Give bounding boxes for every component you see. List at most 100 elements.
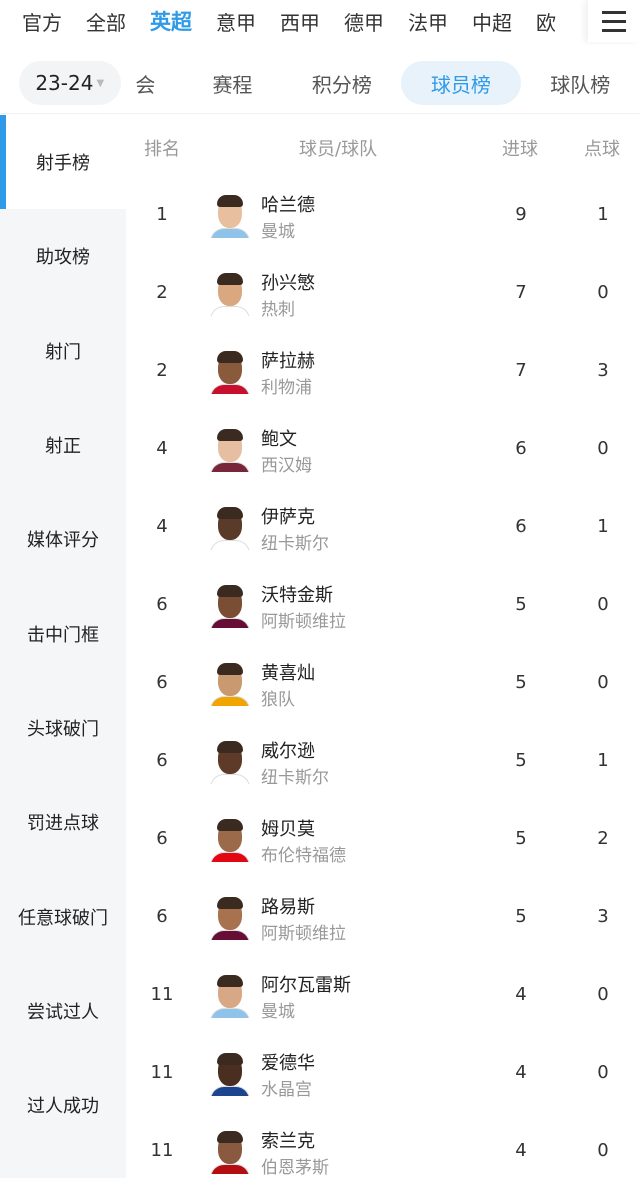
table-row[interactable]: 6 威尔逊 纽卡斯尔 5 1	[126, 723, 640, 801]
player-name[interactable]: 鲍文	[261, 429, 297, 450]
sidebar-item[interactable]: 击中门框	[27, 624, 99, 646]
penalties: 0	[597, 1062, 609, 1083]
header-goals: 进球	[502, 139, 538, 160]
player-name[interactable]: 姆贝莫	[261, 819, 315, 840]
player-name[interactable]: 伊萨克	[261, 507, 315, 528]
team-name: 曼城	[261, 222, 295, 242]
team-name: 阿斯顿维拉	[261, 924, 346, 944]
table-row[interactable]: 6 黄喜灿 狼队 5 0	[126, 645, 640, 723]
caret-down-icon: ▼	[96, 77, 105, 89]
league-tab[interactable]: 全部	[86, 10, 126, 35]
player-name[interactable]: 阿尔瓦雷斯	[261, 975, 351, 996]
sidebar-item[interactable]: 头球破门	[27, 718, 99, 740]
goals: 5	[515, 594, 527, 615]
penalties: 1	[597, 516, 609, 537]
tab-standings[interactable]: 积分榜	[311, 72, 372, 97]
menu-icon[interactable]	[588, 0, 640, 42]
sidebar-item[interactable]: 射正	[45, 436, 81, 458]
section-tabs: 23-24 ▼ 会 赛程 积分榜 球员榜 球队榜	[0, 60, 640, 106]
rank: 2	[156, 282, 168, 303]
league-tab[interactable]: 法甲	[408, 10, 448, 35]
penalties: 3	[597, 360, 609, 381]
goals: 5	[515, 906, 527, 927]
table-row[interactable]: 2 萨拉赫 利物浦 7 3	[126, 333, 640, 411]
sidebar-item[interactable]: 任意球破门	[18, 907, 108, 929]
player-avatar	[210, 974, 250, 1018]
player-avatar	[210, 818, 250, 862]
header-rank: 排名	[144, 139, 180, 160]
rank: 6	[156, 906, 168, 927]
stat-sidebar: 射手榜助攻榜射门射正媒体评分击中门框头球破门罚进点球任意球破门尝试过人过人成功	[0, 115, 126, 1178]
table-row[interactable]: 11 爱德华 水晶宫 4 0	[126, 1035, 640, 1113]
rank: 6	[156, 594, 168, 615]
player-name[interactable]: 沃特金斯	[261, 585, 333, 606]
league-tab[interactable]: 官方	[22, 10, 62, 35]
season-select[interactable]: 23-24 ▼	[19, 61, 121, 105]
table-row[interactable]: 6 沃特金斯 阿斯顿维拉 5 0	[126, 567, 640, 645]
team-name: 布伦特福德	[261, 846, 346, 866]
sidebar-item[interactable]: 尝试过人	[27, 1001, 99, 1023]
table-row[interactable]: 11 阿尔瓦雷斯 曼城 4 0	[126, 957, 640, 1035]
table-row[interactable]: 4 鲍文 西汉姆 6 0	[126, 411, 640, 489]
player-name[interactable]: 索兰克	[261, 1131, 315, 1152]
sidebar-item[interactable]: 罚进点球	[27, 813, 99, 835]
league-tab[interactable]: 西甲	[280, 10, 320, 35]
goals: 9	[515, 204, 527, 225]
player-avatar	[210, 662, 250, 706]
player-name[interactable]: 爱德华	[261, 1053, 315, 1074]
penalties: 0	[597, 594, 609, 615]
player-name[interactable]: 路易斯	[261, 897, 315, 918]
league-tab[interactable]: 欧	[536, 10, 556, 35]
sidebar-item[interactable]: 媒体评分	[27, 530, 99, 552]
league-tab[interactable]: 英超	[150, 10, 192, 34]
table-row[interactable]: 4 伊萨克 纽卡斯尔 6 1	[126, 489, 640, 567]
rank: 6	[156, 750, 168, 771]
team-name: 曼城	[261, 1002, 295, 1022]
team-name: 利物浦	[261, 378, 312, 398]
tab-partial[interactable]: 会	[135, 72, 156, 97]
table-row[interactable]: 6 路易斯 阿斯顿维拉 5 3	[126, 879, 640, 957]
rank: 11	[150, 1140, 174, 1161]
player-avatar	[210, 272, 250, 316]
player-name[interactable]: 威尔逊	[261, 741, 315, 762]
sidebar-item[interactable]: 助攻榜	[36, 247, 90, 269]
tab-players[interactable]: 球员榜	[401, 61, 521, 105]
penalties: 3	[597, 906, 609, 927]
season-value: 23-24	[35, 71, 94, 95]
sidebar-item[interactable]: 射手榜	[0, 115, 126, 210]
player-name[interactable]: 孙兴慜	[261, 273, 315, 294]
player-name[interactable]: 黄喜灿	[261, 663, 315, 684]
player-name[interactable]: 萨拉赫	[261, 351, 315, 372]
table-row[interactable]: 11 索兰克 伯恩茅斯 4 0	[126, 1113, 640, 1191]
player-avatar	[210, 506, 250, 550]
player-name[interactable]: 哈兰德	[261, 195, 315, 216]
goals: 4	[515, 1140, 527, 1161]
rank: 6	[156, 672, 168, 693]
table-row[interactable]: 1 哈兰德 曼城 9 1	[126, 177, 640, 255]
goals: 6	[515, 438, 527, 459]
goals: 5	[515, 828, 527, 849]
penalties: 2	[597, 828, 609, 849]
header-player: 球员/球队	[299, 139, 378, 160]
team-name: 纽卡斯尔	[261, 768, 329, 788]
penalties: 0	[597, 672, 609, 693]
team-name: 热刺	[261, 300, 295, 320]
tab-schedule[interactable]: 赛程	[212, 72, 253, 97]
player-avatar	[210, 740, 250, 784]
tab-teams[interactable]: 球队榜	[550, 72, 611, 97]
player-avatar	[210, 1052, 250, 1096]
league-tab[interactable]: 德甲	[344, 10, 384, 35]
team-name: 伯恩茅斯	[261, 1158, 329, 1178]
goals: 5	[515, 672, 527, 693]
player-avatar	[210, 584, 250, 628]
rank: 4	[156, 516, 168, 537]
league-tab[interactable]: 中超	[472, 10, 512, 35]
team-name: 阿斯顿维拉	[261, 612, 346, 632]
penalties: 0	[597, 282, 609, 303]
table-row[interactable]: 6 姆贝莫 布伦特福德 5 2	[126, 801, 640, 879]
league-tab[interactable]: 意甲	[216, 10, 256, 35]
sidebar-item[interactable]: 过人成功	[27, 1096, 99, 1118]
table-row[interactable]: 2 孙兴慜 热刺 7 0	[126, 255, 640, 333]
player-avatar	[210, 1130, 250, 1174]
sidebar-item[interactable]: 射门	[45, 341, 81, 363]
